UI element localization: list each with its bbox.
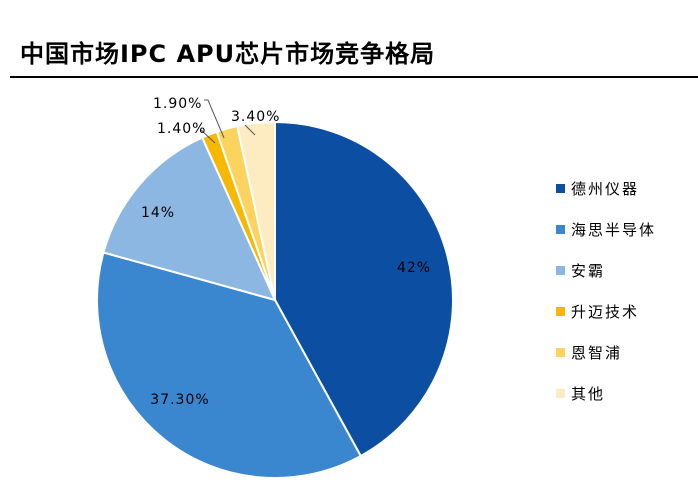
legend-label: 升迈技术 (571, 303, 640, 321)
data-label: 3.40% (231, 109, 280, 125)
pie-slice (236, 120, 276, 301)
pie-slice (102, 136, 277, 302)
pie-slice (96, 251, 363, 479)
legend-label: 其他 (571, 385, 606, 403)
legend-label: 安霸 (571, 262, 606, 280)
data-label: 1.40% (157, 121, 206, 137)
legend-label: 德州仪器 (571, 180, 640, 198)
data-label: 37.30% (150, 392, 209, 408)
legend-swatch (556, 389, 565, 398)
legend-item: 安霸 (556, 250, 656, 291)
legend: 德州仪器海思半导体安霸升迈技术恩智浦其他 (556, 168, 656, 414)
leader-line (204, 99, 225, 139)
data-label: 1.90% (153, 96, 202, 112)
legend-swatch (556, 184, 565, 193)
legend-item: 升迈技术 (556, 291, 656, 332)
leader-line (244, 124, 256, 136)
legend-swatch (556, 225, 565, 234)
legend-swatch (556, 266, 565, 275)
title-underline (10, 76, 698, 78)
leader-line (200, 129, 216, 144)
pie-slice (274, 120, 454, 458)
data-label: 14% (141, 205, 175, 221)
legend-label: 海思半导体 (571, 221, 657, 239)
legend-item: 恩智浦 (556, 332, 656, 373)
legend-item: 德州仪器 (556, 168, 656, 209)
data-label: 42% (397, 260, 431, 276)
legend-item: 其他 (556, 373, 656, 414)
chart-title: 中国市场IPC APU芯片市场竞争格局 (20, 40, 436, 68)
legend-label: 恩智浦 (571, 344, 623, 362)
legend-item: 海思半导体 (556, 209, 656, 250)
legend-swatch (556, 307, 565, 316)
legend-swatch (556, 348, 565, 357)
